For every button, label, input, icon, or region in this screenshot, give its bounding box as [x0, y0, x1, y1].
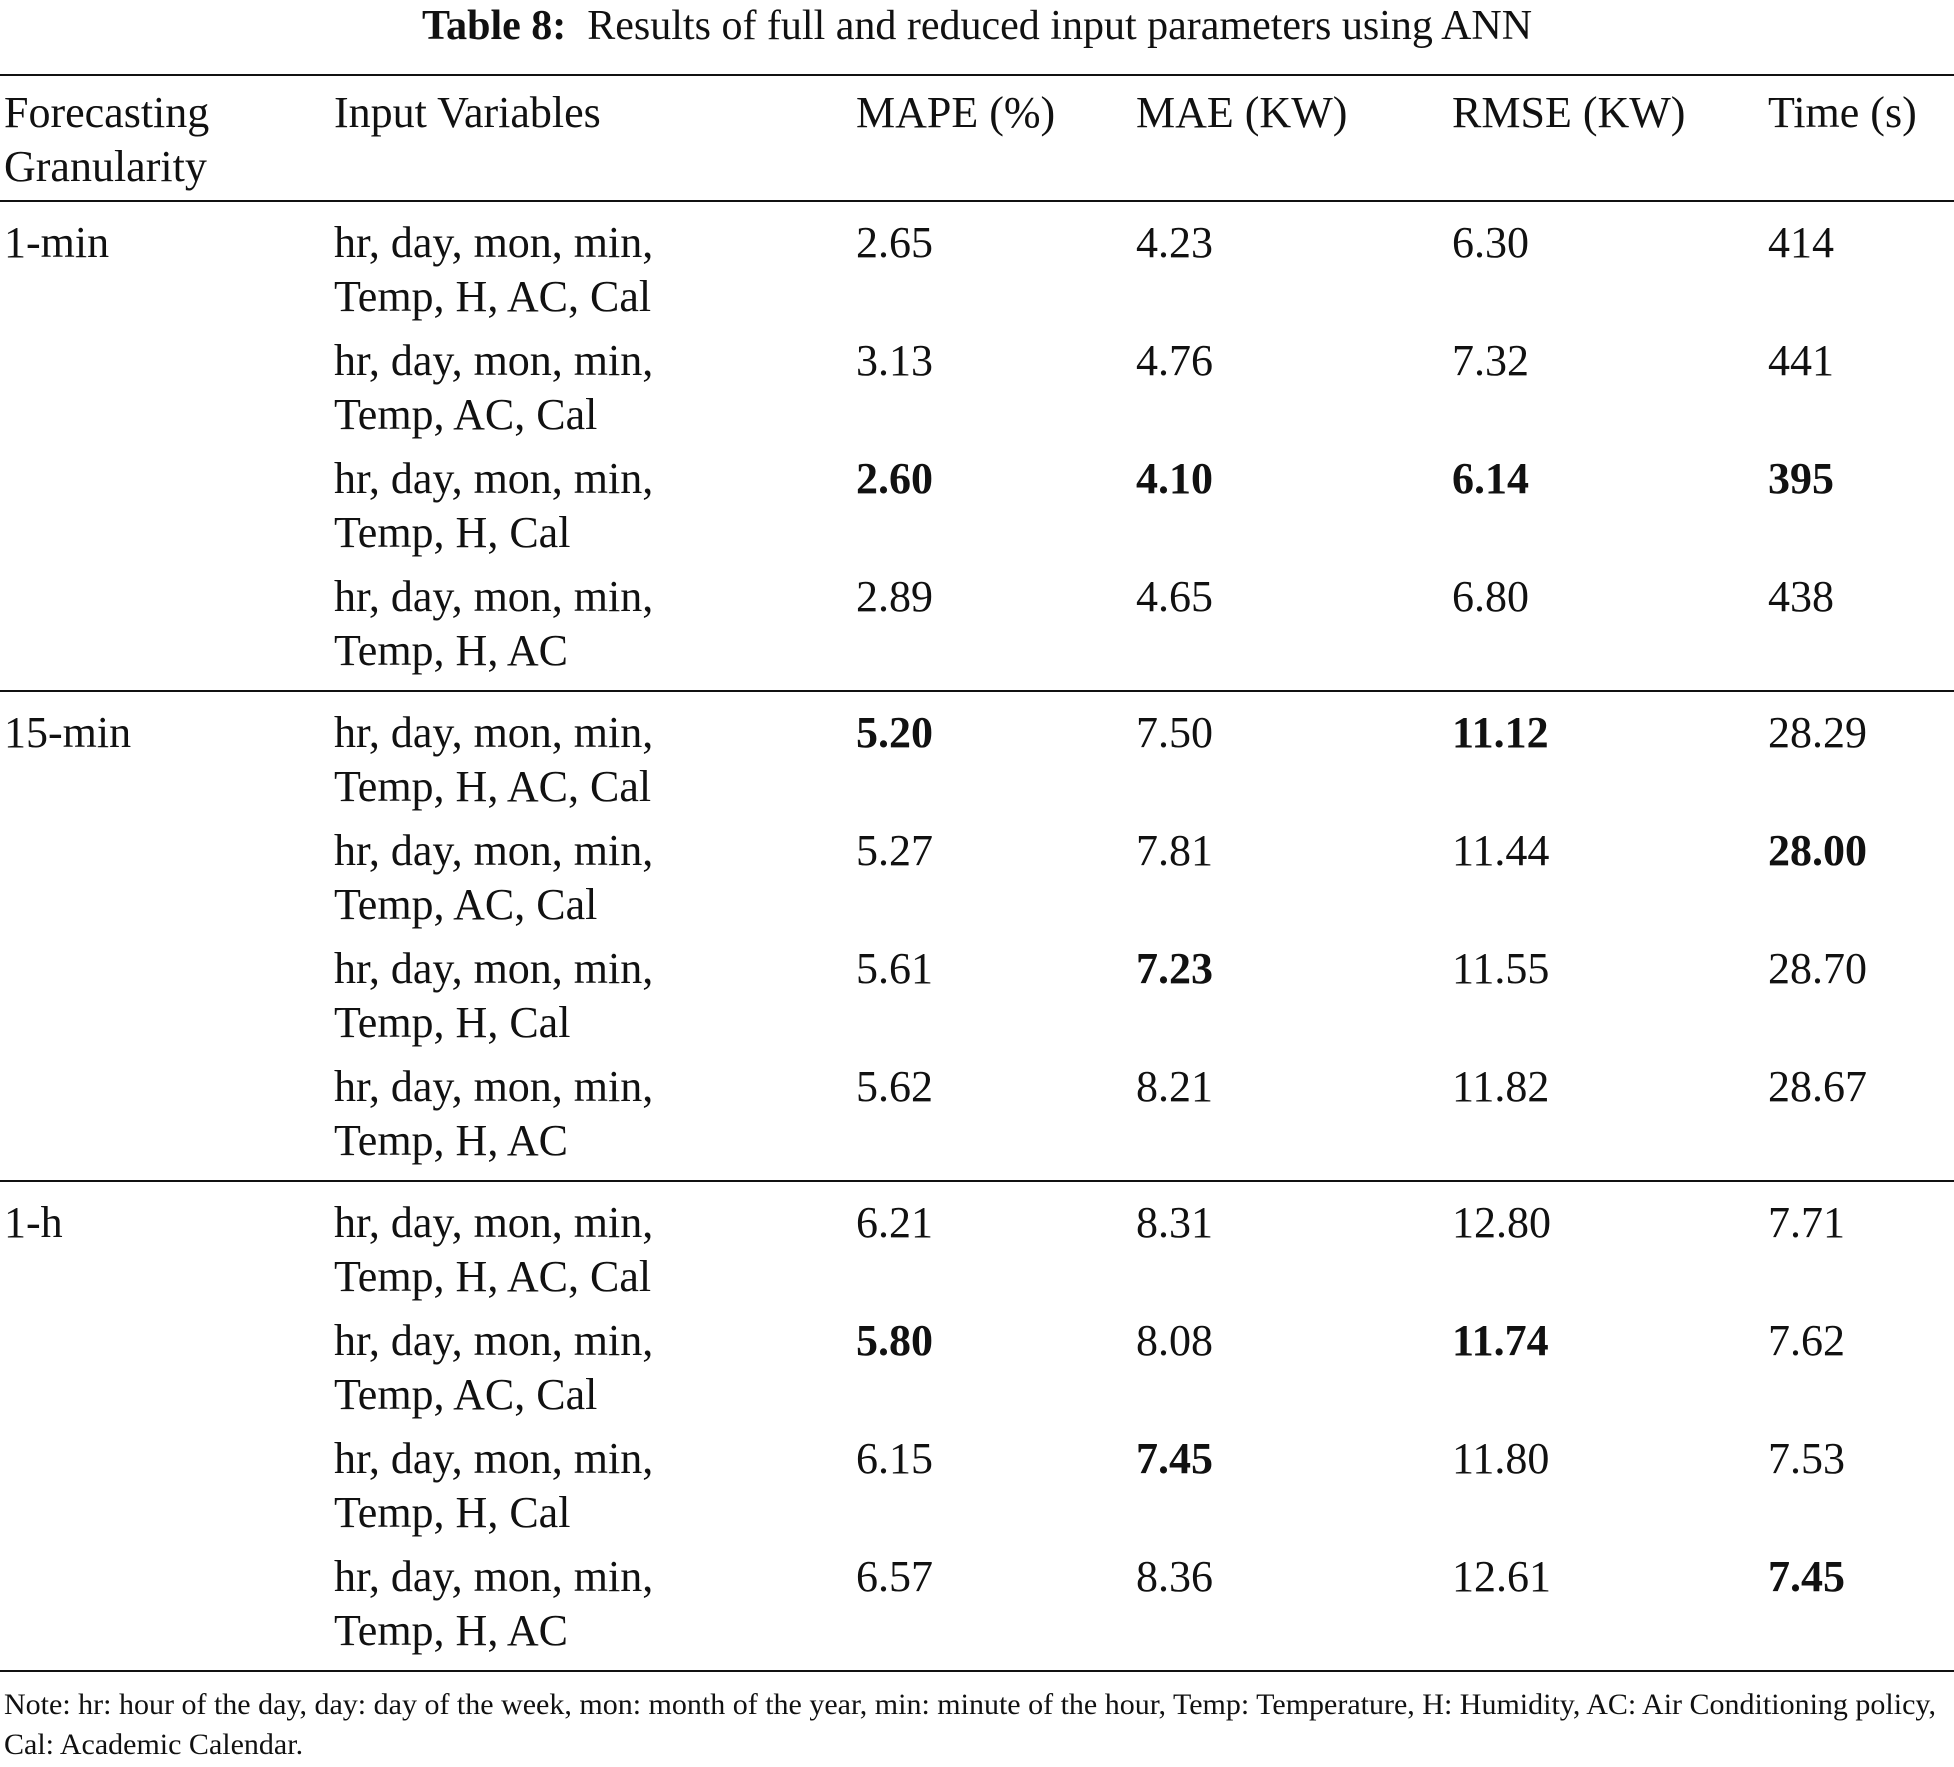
cell-rmse: 6.80 [1452, 572, 1529, 621]
table-body: 1-min hr, day, mon, min, Temp, H, AC, Cal… [0, 201, 1954, 1671]
cell-mape: 5.20 [856, 708, 933, 757]
cell-mae: 4.65 [1136, 572, 1213, 621]
cell-mape: 5.61 [856, 944, 933, 993]
cell-mape: 6.57 [856, 1552, 933, 1601]
cell-inputs: hr, day, mon, min, Temp, AC, Cal [334, 336, 654, 439]
cell-rmse: 11.44 [1452, 826, 1550, 875]
cell-time: 7.45 [1768, 1552, 1845, 1601]
cell-inputs: hr, day, mon, min, Temp, H, Cal [334, 454, 654, 557]
header-time: Time (s) [1768, 88, 1917, 137]
cell-mae: 7.81 [1136, 826, 1213, 875]
header-mape: MAPE (%) [856, 88, 1056, 137]
cell-mae: 8.36 [1136, 1552, 1213, 1601]
table-note: Note: hr: hour of the day, day: day of t… [4, 1688, 1936, 1761]
header-mae: MAE (KW) [1136, 88, 1348, 137]
cell-inputs: hr, day, mon, min, Temp, AC, Cal [334, 1316, 654, 1419]
cell-mae: 8.21 [1136, 1062, 1213, 1111]
cell-rmse: 7.32 [1452, 336, 1529, 385]
table-row: hr, day, mon, min, Temp, AC, Cal 5.80 8.08… [0, 1311, 1954, 1429]
cell-mape: 2.65 [856, 218, 933, 267]
cell-inputs: hr, day, mon, min, Temp, H, AC [334, 572, 654, 675]
cell-mae: 7.45 [1136, 1434, 1213, 1483]
table-row: hr, day, mon, min, Temp, H, AC 5.62 8.21 11… [0, 1057, 1954, 1181]
table-row: hr, day, mon, min, Temp, H, AC 2.89 4.65 6.… [0, 567, 1954, 691]
cell-mape: 3.13 [856, 336, 933, 385]
cell-rmse: 12.61 [1452, 1552, 1551, 1601]
cell-granularity [0, 821, 330, 939]
cell-inputs: hr, day, mon, min, Temp, H, AC, Cal [334, 708, 654, 811]
cell-rmse: 11.80 [1452, 1434, 1550, 1483]
cell-mae: 7.23 [1136, 944, 1213, 993]
cell-rmse: 11.12 [1452, 708, 1549, 757]
table-row: hr, day, mon, min, Temp, H, AC 6.57 8.36 12… [0, 1547, 1954, 1671]
header-row: Forecasting Granularity Input Variables … [0, 75, 1954, 201]
cell-time: 395 [1768, 454, 1834, 503]
cell-rmse: 11.82 [1452, 1062, 1550, 1111]
cell-time: 7.71 [1768, 1198, 1845, 1247]
cell-mae: 4.23 [1136, 218, 1213, 267]
cell-time: 28.00 [1768, 826, 1867, 875]
header-granularity: Forecasting Granularity [4, 88, 210, 191]
cell-rmse: 11.55 [1452, 944, 1550, 993]
cell-granularity [0, 1547, 330, 1671]
cell-time: 28.29 [1768, 708, 1867, 757]
cell-rmse: 11.74 [1452, 1316, 1549, 1365]
cell-rmse: 6.14 [1452, 454, 1529, 503]
cell-inputs: hr, day, mon, min, Temp, H, AC [334, 1552, 654, 1655]
cell-time: 414 [1768, 218, 1834, 267]
cell-inputs: hr, day, mon, min, Temp, H, Cal [334, 1434, 654, 1537]
cell-mae: 4.76 [1136, 336, 1213, 385]
cell-rmse: 6.30 [1452, 218, 1529, 267]
cell-mape: 6.21 [856, 1198, 933, 1247]
cell-time: 7.53 [1768, 1434, 1845, 1483]
cell-granularity: 1-min [4, 218, 110, 267]
cell-mae: 8.31 [1136, 1198, 1213, 1247]
cell-time: 28.70 [1768, 944, 1867, 993]
table-row: 1-h hr, day, mon, min, Temp, H, AC, Cal 6.… [0, 1181, 1954, 1311]
cell-granularity: 15-min [4, 708, 132, 757]
cell-mape: 5.80 [856, 1316, 933, 1365]
cell-granularity [0, 567, 330, 691]
cell-time: 438 [1768, 572, 1834, 621]
results-table-container: Forecasting Granularity Input Variables … [0, 74, 1954, 1672]
cell-rmse: 12.80 [1452, 1198, 1551, 1247]
cell-mape: 6.15 [856, 1434, 933, 1483]
table-row: hr, day, mon, min, Temp, H, Cal 5.61 7.23 1… [0, 939, 1954, 1057]
cell-mape: 5.27 [856, 826, 933, 875]
table-row: hr, day, mon, min, Temp, AC, Cal 3.13 4.76… [0, 331, 1954, 449]
table-row: hr, day, mon, min, Temp, H, Cal 6.15 7.45 1… [0, 1429, 1954, 1547]
caption-text: Results of full and reduced input parame… [587, 3, 1533, 49]
cell-mape: 2.60 [856, 454, 933, 503]
cell-granularity: 1-h [4, 1198, 63, 1247]
results-table: Forecasting Granularity Input Variables … [0, 74, 1954, 1672]
caption-label: Table 8: [421, 3, 567, 49]
table-row: hr, day, mon, min, Temp, AC, Cal 5.27 7.81… [0, 821, 1954, 939]
cell-inputs: hr, day, mon, min, Temp, H, AC [334, 1062, 654, 1165]
header-inputs: Input Variables [334, 88, 601, 137]
header-rmse: RMSE (KW) [1452, 88, 1686, 137]
cell-granularity [0, 1429, 330, 1547]
cell-time: 28.67 [1768, 1062, 1867, 1111]
cell-inputs: hr, day, mon, min, Temp, AC, Cal [334, 826, 654, 929]
cell-mae: 8.08 [1136, 1316, 1213, 1365]
cell-mape: 2.89 [856, 572, 933, 621]
cell-mae: 4.10 [1136, 454, 1213, 503]
table-row: 1-min hr, day, mon, min, Temp, H, AC, Cal… [0, 201, 1954, 331]
cell-granularity [0, 939, 330, 1057]
table-caption: Table 8: Results of full and reduced inp… [0, 0, 1954, 52]
cell-inputs: hr, day, mon, min, Temp, H, AC, Cal [334, 218, 654, 321]
cell-time: 441 [1768, 336, 1834, 385]
cell-time: 7.62 [1768, 1316, 1845, 1365]
cell-granularity [0, 1311, 330, 1429]
cell-granularity [0, 449, 330, 567]
cell-mape: 5.62 [856, 1062, 933, 1111]
cell-granularity [0, 331, 330, 449]
table-row: 15-min hr, day, mon, min, Temp, H, AC, Ca… [0, 691, 1954, 821]
table-row: hr, day, mon, min, Temp, H, Cal 2.60 4.10 6… [0, 449, 1954, 567]
cell-inputs: hr, day, mon, min, Temp, H, AC, Cal [334, 1198, 654, 1301]
cell-granularity [0, 1057, 330, 1181]
cell-inputs: hr, day, mon, min, Temp, H, Cal [334, 944, 654, 1047]
cell-mae: 7.50 [1136, 708, 1213, 757]
